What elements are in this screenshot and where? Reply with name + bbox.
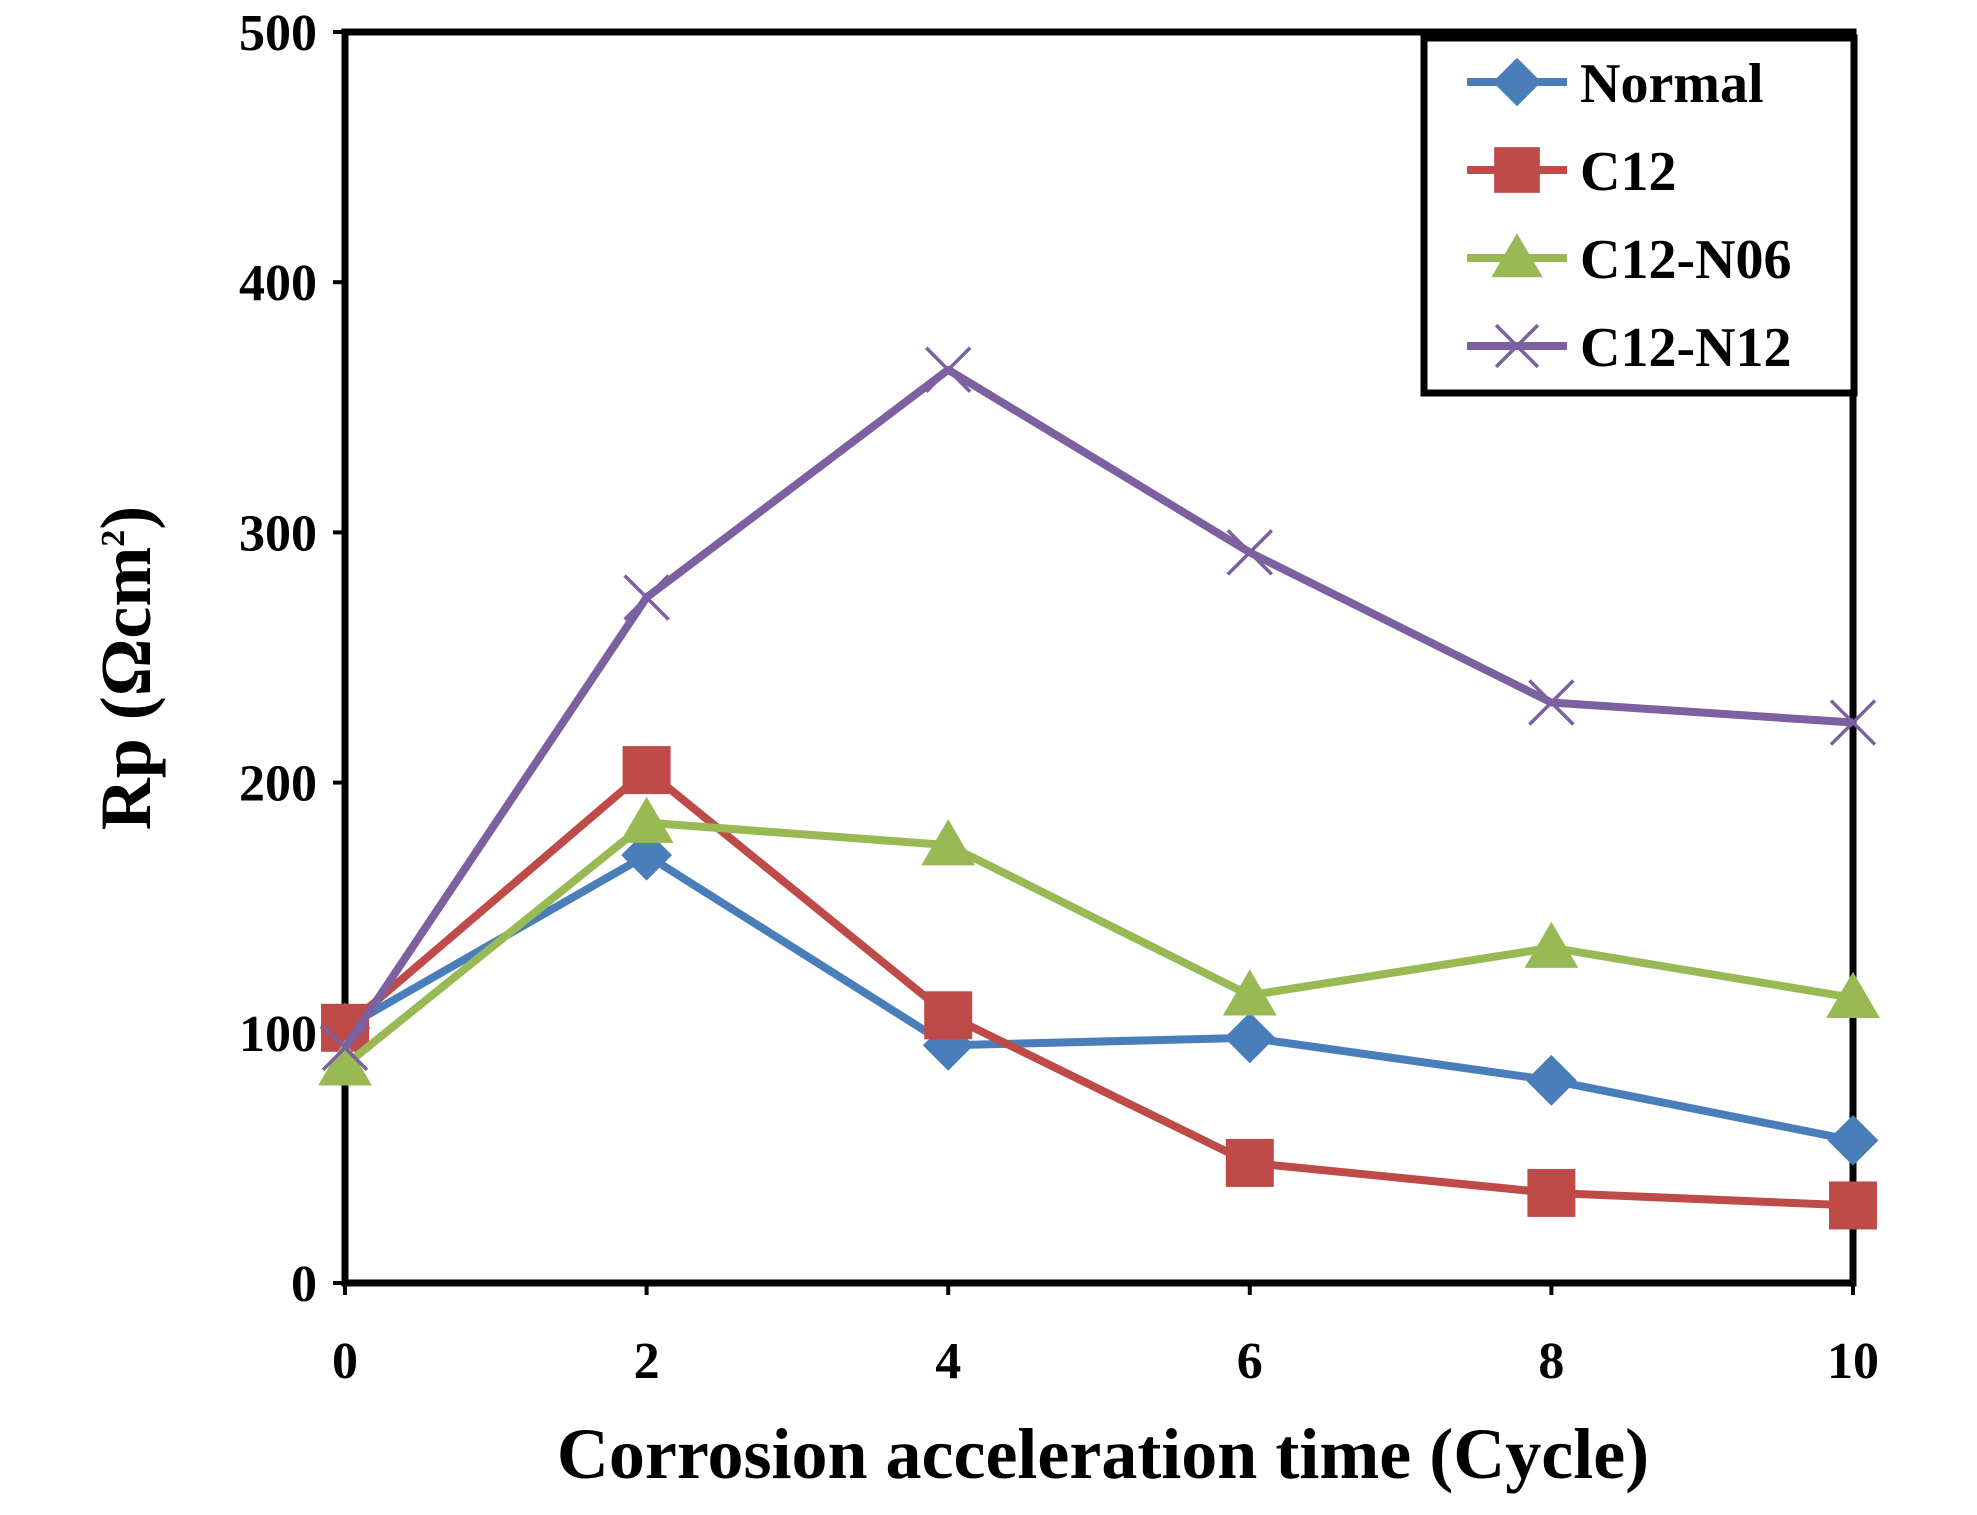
plot-frame [341,28,1857,1287]
legend-marker-c12-n06 [1491,233,1543,278]
data-point-c12 [1225,1138,1274,1187]
x-axis-title: Corrosion acceleration time (Cycle) [557,1414,1649,1494]
legend: Normal C12 C12-N06 C12-N12 [1420,34,1858,397]
y-tick-label: 200 [239,756,317,813]
data-point-c12-n12 [623,574,670,621]
data-point-c12 [1527,1168,1576,1217]
data-point-c12-n12 [1528,679,1575,726]
series-c12-n12 [321,346,1877,1072]
data-point-c12 [1829,1181,1877,1230]
data-point-c12-n06 [921,819,976,866]
legend-box [1420,34,1858,397]
y-tick-label: 400 [239,255,317,312]
x-tick-label: 6 [1237,1333,1263,1390]
x-tick-label: 4 [935,1333,961,1390]
series-line-c12-n12 [341,365,1854,1051]
x-tick-label: 0 [332,1333,358,1390]
data-point-c12-n12 [321,1024,369,1072]
series-normal [319,829,1879,1166]
y-axis-title: Rp (Ωcm2) [86,506,166,831]
legend-label-c12-n06: C12-N06 [1580,229,1792,291]
data-point-c12 [622,746,671,795]
series-layer [318,346,1880,1230]
legend-label-c12: C12 [1580,141,1676,203]
y-axis-title-close: ) [86,506,166,530]
data-point-c12-n12 [924,346,972,394]
data-point-c12-n12 [1829,699,1877,746]
y-tick-label: 500 [239,5,317,62]
data-point-c12 [924,991,973,1040]
legend-label-c12-n12: C12-N12 [1580,317,1792,379]
data-point-c12-n06 [619,796,674,843]
x-tick-label: 8 [1538,1333,1564,1390]
legend-marker-normal [1492,57,1542,107]
data-point-c12-n06 [318,1039,372,1086]
data-point-normal [1224,1012,1276,1064]
data-point-normal [1525,1054,1577,1106]
y-tick-label: 300 [239,505,317,562]
data-point-c12-n06 [1524,921,1579,968]
series-line-c12 [342,766,1854,1210]
axes-layer: 0 100 200 300 400 500 0 2 4 6 8 10 [239,5,1879,1390]
y-tick-label: 0 [291,1256,317,1313]
y-axis-title-sup: 2 [95,530,132,547]
data-point-normal [621,829,673,881]
data-point-c12-n12 [1226,529,1274,576]
series-c12-n06 [318,796,1880,1086]
legend-marker-c12 [1494,147,1540,193]
data-point-c12-n06 [1222,969,1277,1016]
x-tick-label: 10 [1827,1333,1879,1390]
series-c12 [321,746,1877,1230]
legend-label-normal: Normal [1580,53,1764,115]
y-axis-title-main: Rp (Ωcm [86,547,166,831]
x-tick-label: 2 [634,1333,660,1390]
data-point-c12-n06 [1826,971,1880,1018]
data-point-normal [1827,1114,1879,1166]
y-tick-label: 100 [239,1006,317,1063]
series-line-c12-n06 [342,818,1854,1069]
series-line-normal [343,851,1854,1145]
legend-marker-c12-n12 [1494,323,1540,369]
